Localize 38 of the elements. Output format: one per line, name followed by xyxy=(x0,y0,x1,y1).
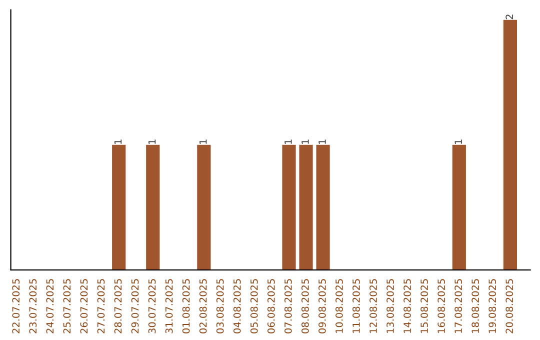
x-tick-label: 27.07.2025 xyxy=(97,279,105,334)
x-tick-label: 17.08.2025 xyxy=(454,279,462,333)
x-tick-label: 08.08.2025 xyxy=(301,279,309,334)
data-label: 1 xyxy=(454,140,462,144)
x-tick-label: 23.07.2025 xyxy=(29,279,37,334)
data-label: 1 xyxy=(318,140,326,144)
x-tick-label: 13.08.2025 xyxy=(386,279,394,333)
x-tick-label: 30.07.2025 xyxy=(148,279,156,334)
data-label: 2 xyxy=(506,14,513,20)
data-label: 1 xyxy=(200,140,207,144)
x-tick-label: 14.08.2025 xyxy=(404,279,411,333)
x-tick-label: 05.08.2025 xyxy=(250,279,258,334)
data-label: 1 xyxy=(302,140,309,144)
x-tick-label: 22.07.2025 xyxy=(12,279,20,334)
x-tick-label: 09.08.2025 xyxy=(318,279,326,334)
x-tick-label: 06.08.2025 xyxy=(267,279,275,334)
x-tick-label: 07.08.2025 xyxy=(284,279,292,334)
x-tick-label: 28.07.2025 xyxy=(114,279,122,334)
x-tick-label: 25.07.2025 xyxy=(63,279,71,334)
x-tick-label: 29.07.2025 xyxy=(131,279,139,334)
x-tick-label: 12.08.2025 xyxy=(370,279,377,333)
data-label: 1 xyxy=(148,140,156,144)
data-label: 1 xyxy=(284,140,292,144)
x-tick-label: 18.08.2025 xyxy=(472,279,479,333)
x-tick-label: 11.08.2025 xyxy=(352,279,360,333)
x-tick-label: 04.08.2025 xyxy=(233,279,241,334)
x-tick-label: 19.08.2025 xyxy=(488,279,496,333)
data-label: 1 xyxy=(114,140,122,144)
x-tick-label: 15.08.2025 xyxy=(420,279,428,333)
x-tick-label: 01.08.2025 xyxy=(182,279,190,334)
x-tick-label: 02.08.2025 xyxy=(199,279,207,334)
x-tick-label: 10.08.2025 xyxy=(336,279,343,333)
x-tick-label: 20.08.2025 xyxy=(506,279,514,334)
x-tick-label: 16.08.2025 xyxy=(438,279,445,333)
x-tick-label: 26.07.2025 xyxy=(80,279,88,334)
x-tick-label: 03.08.2025 xyxy=(216,279,224,334)
x-tick-label: 24.07.2025 xyxy=(46,279,54,334)
x-tick-label: 31.07.2025 xyxy=(165,279,173,334)
